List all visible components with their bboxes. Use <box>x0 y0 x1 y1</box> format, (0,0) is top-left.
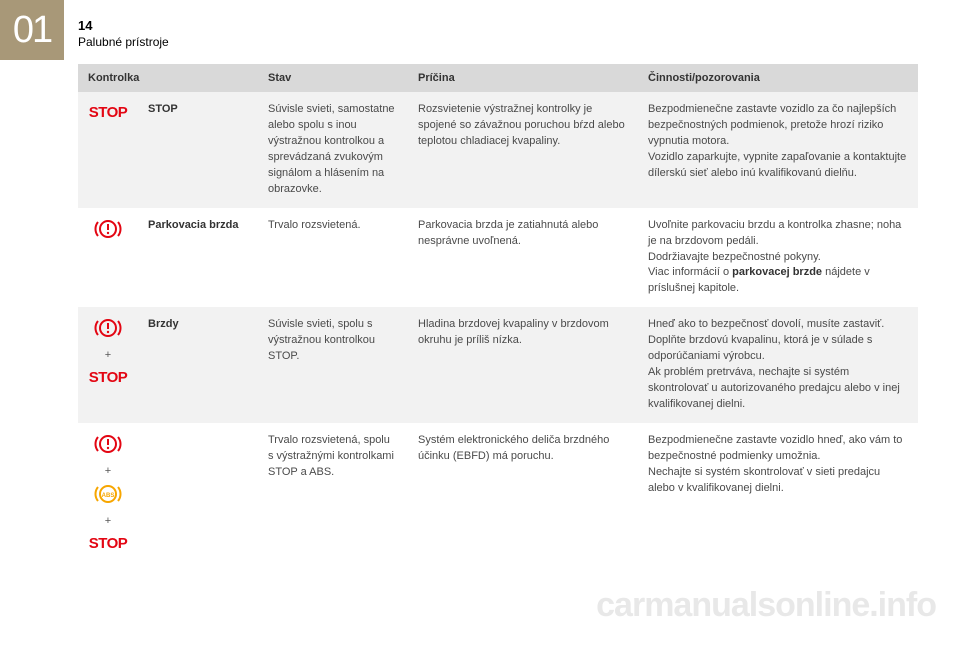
plus-icon: + <box>105 348 111 364</box>
page-header: 14 Palubné prístroje <box>78 18 169 49</box>
cell-icon <box>78 208 138 308</box>
cell-cause: Rozsvietenie výstražnej kontrolky je spo… <box>408 92 638 208</box>
table-row: STOPSTOPSúvisle svieti, samostatne alebo… <box>78 92 918 208</box>
plus-icon: + <box>105 514 111 530</box>
svg-text:ABS: ABS <box>102 493 115 499</box>
brake-warning-icon <box>94 433 122 461</box>
watermark: carmanualsonline.info <box>596 586 936 625</box>
brake-warning-icon <box>94 317 122 345</box>
abs-icon: ABS <box>94 483 122 511</box>
cell-state: Súvisle svieti, samostatne alebo spolu s… <box>258 92 408 208</box>
table-row: Parkovacia brzdaTrvalo rozsvietená.Parko… <box>78 208 918 308</box>
table-row: + ABS + STOP Trvalo rozsvietená, spolu s v… <box>78 423 918 565</box>
cell-state: Súvisle svieti, spolu s výstražnou kontr… <box>258 307 408 423</box>
cell-action: Uvoľnite parkovaciu brzdu a kontrolka zh… <box>638 208 918 308</box>
warning-lights-table: Kontrolka Stav Príčina Činnosti/pozorova… <box>78 64 918 564</box>
cell-name: STOP <box>138 92 258 208</box>
cell-cause: Parkovacia brzda je zatiahnutá alebo nes… <box>408 208 638 308</box>
plus-icon: + <box>105 464 111 480</box>
chapter-badge: 01 <box>0 0 64 60</box>
cell-name <box>138 423 258 565</box>
stop-icon: STOP <box>89 367 128 389</box>
page-title: Palubné prístroje <box>78 35 169 49</box>
cell-action: Bezpodmienečne zastavte vozidlo hneď, ak… <box>638 423 918 565</box>
th-pricina: Príčina <box>408 64 638 92</box>
stop-icon: STOP <box>89 102 128 124</box>
cell-action: Hneď ako to bezpečnosť dovolí, musíte za… <box>638 307 918 423</box>
cell-cause: Systém elektronického deliča brzdného úč… <box>408 423 638 565</box>
cell-icon: + STOP <box>78 307 138 423</box>
th-stav: Stav <box>258 64 408 92</box>
stop-icon: STOP <box>89 533 128 555</box>
cell-name: Parkovacia brzda <box>138 208 258 308</box>
cell-action: Bezpodmienečne zastavte vozidlo za čo na… <box>638 92 918 208</box>
cell-state: Trvalo rozsvietená, spolu s výstražnými … <box>258 423 408 565</box>
cell-name: Brzdy <box>138 307 258 423</box>
table-row: + STOP BrzdySúvisle svieti, spolu s výstra… <box>78 307 918 423</box>
cell-icon: STOP <box>78 92 138 208</box>
brake-warning-icon <box>94 218 122 246</box>
cell-icon: + ABS + STOP <box>78 423 138 565</box>
th-kontrolka: Kontrolka <box>78 64 258 92</box>
th-cinnosti: Činnosti/pozorovania <box>638 64 918 92</box>
page-number: 14 <box>78 18 169 33</box>
cell-cause: Hladina brzdovej kvapaliny v brzdovom ok… <box>408 307 638 423</box>
cell-state: Trvalo rozsvietená. <box>258 208 408 308</box>
